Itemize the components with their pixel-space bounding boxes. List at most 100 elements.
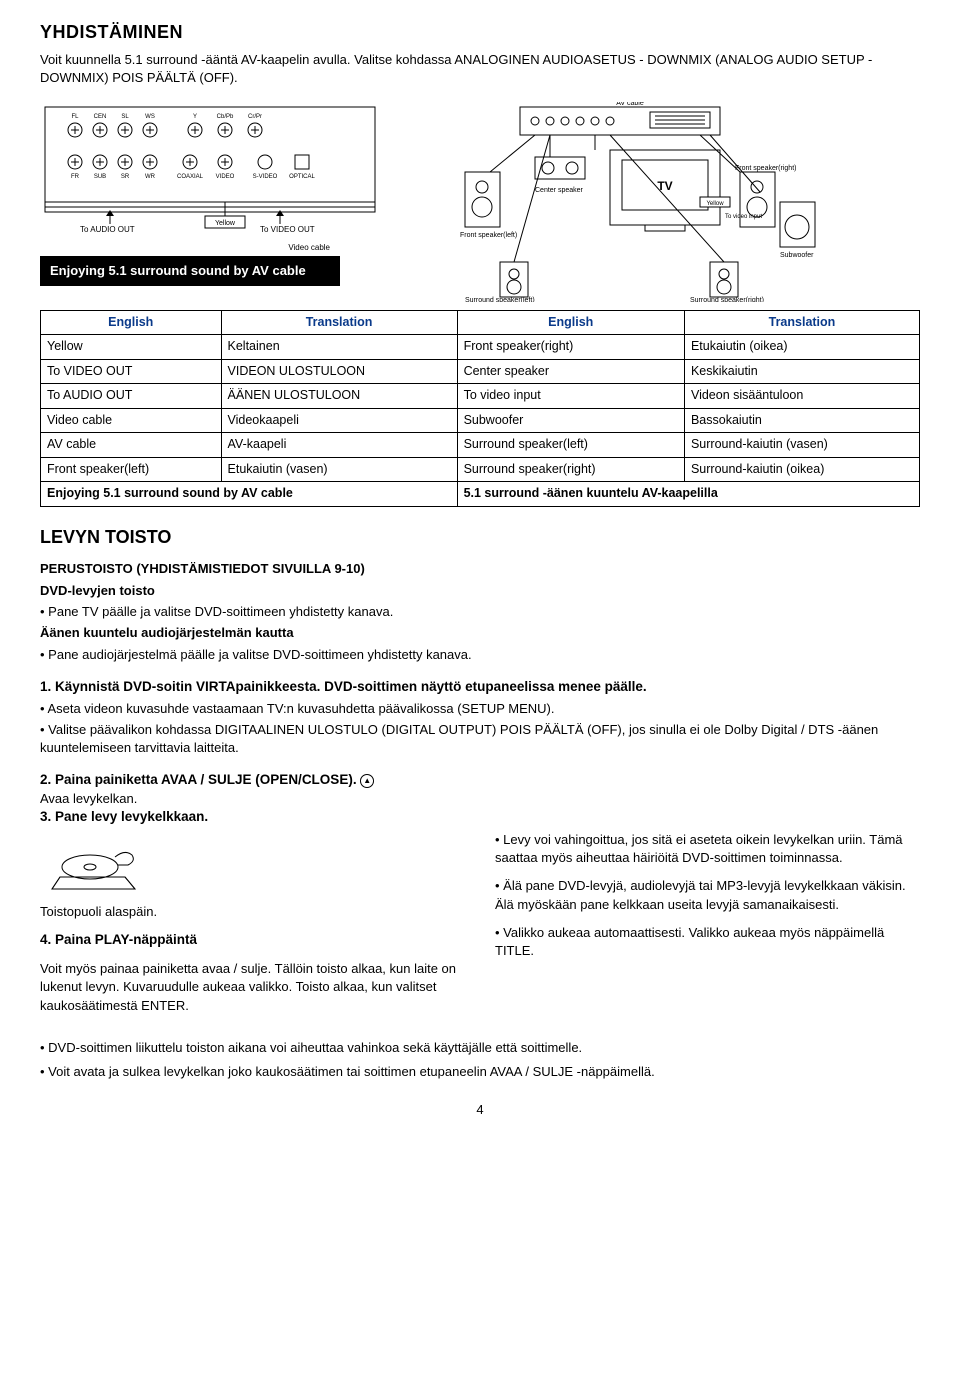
label-fr: FR bbox=[71, 174, 80, 180]
table-cell: To AUDIO OUT bbox=[41, 384, 222, 409]
eject-icon: ▲ bbox=[360, 774, 374, 788]
table-header-row: English Translation English Translation bbox=[41, 310, 920, 335]
table-cell: ÄÄNEN ULOSTULOON bbox=[221, 384, 457, 409]
table-cell: Videon sisääntuloon bbox=[684, 384, 919, 409]
label-sub: SUB bbox=[94, 174, 106, 180]
label-fl: FL bbox=[71, 114, 79, 120]
table-cell: Front speaker(right) bbox=[457, 335, 684, 360]
footer-note-2: • Voit avata ja sulkea levykelkan joko k… bbox=[40, 1063, 920, 1081]
intro-paragraph: Voit kuunnella 5.1 surround -ääntä AV-ka… bbox=[40, 51, 920, 87]
label-front-speaker-left: Front speaker(left) bbox=[460, 232, 517, 239]
label-video: VIDEO bbox=[216, 174, 235, 180]
step2-line: 2. Paina painiketta AVAA / SULJE (OPEN/C… bbox=[40, 771, 920, 790]
right-column: • Levy voi vahingoittua, jos sitä ei ase… bbox=[495, 831, 920, 1025]
step4-head: 4. Paina PLAY-näppäintä bbox=[40, 931, 465, 950]
table-cell: Video cable bbox=[41, 408, 222, 433]
table-cell: Front speaker(left) bbox=[41, 457, 222, 482]
toistopuoli-line: Toistopuoli alaspäin. bbox=[40, 903, 465, 921]
footer-note-1: • DVD-soittimen liikuttelu toiston aikan… bbox=[40, 1039, 920, 1057]
table-cell: Surround speaker(left) bbox=[457, 433, 684, 458]
table-cell: Etukaiutin (vasen) bbox=[221, 457, 457, 482]
step1-bullet2: • Valitse päävalikon kohdassa DIGITAALIN… bbox=[40, 721, 920, 757]
dvd-back-panel-svg: FL CEN SL WS Y Cb/Pb Cr/Pr bbox=[40, 102, 380, 252]
heading-levyn-toisto: LEVYN TOISTO bbox=[40, 525, 920, 550]
label-av-cable: AV cable bbox=[616, 102, 644, 107]
right-note-2: • Älä pane DVD-levyjä, audiolevyjä tai M… bbox=[495, 877, 920, 913]
label-yellow-right: Yellow bbox=[706, 201, 724, 207]
table-cell: Etukaiutin (oikea) bbox=[684, 335, 919, 360]
footer-right: 5.1 surround -äänen kuuntelu AV-kaapelil… bbox=[457, 482, 919, 507]
table-cell: Surround speaker(right) bbox=[457, 457, 684, 482]
label-subwoofer: Subwoofer bbox=[780, 252, 814, 259]
table-cell: To VIDEO OUT bbox=[41, 359, 222, 384]
label-wr: WR bbox=[145, 174, 156, 180]
label-sr: SR bbox=[121, 174, 130, 180]
step1-bullet1: • Aseta videon kuvasuhde vastaamaan TV:n… bbox=[40, 700, 920, 718]
table-cell: Surround-kaiutin (vasen) bbox=[684, 433, 919, 458]
label-video-cable: Video cable bbox=[288, 243, 330, 252]
table-cell: AV-kaapeli bbox=[221, 433, 457, 458]
label-center-speaker: Center speaker bbox=[535, 187, 584, 194]
disc-insert-icon bbox=[40, 837, 150, 897]
label-cr: Cr/Pr bbox=[248, 114, 262, 120]
th-english-2: English bbox=[457, 310, 684, 335]
table-cell: AV cable bbox=[41, 433, 222, 458]
table-cell: Subwoofer bbox=[457, 408, 684, 433]
dvd-toisto-line: • Pane TV päälle ja valitse DVD-soittime… bbox=[40, 603, 920, 621]
label-to-audio-out: To AUDIO OUT bbox=[80, 225, 135, 234]
label-cen: CEN bbox=[94, 114, 107, 120]
table-row: AV cableAV-kaapeliSurround speaker(left)… bbox=[41, 433, 920, 458]
table-cell: VIDEON ULOSTULOON bbox=[221, 359, 457, 384]
table-cell: Bassokaiutin bbox=[684, 408, 919, 433]
perustoisto-block: PERUSTOISTO (YHDISTÄMISTIEDOT SIVUILLA 9… bbox=[40, 560, 920, 664]
label-yellow: Yellow bbox=[215, 220, 236, 227]
translation-table: English Translation English Translation … bbox=[40, 310, 920, 507]
step4-body: Voit myös painaa painiketta avaa / sulje… bbox=[40, 960, 465, 1015]
page-number: 4 bbox=[40, 1101, 920, 1119]
step1-head: 1. Käynnistä DVD-soitin VIRTApainikkeest… bbox=[40, 678, 920, 697]
heading-yhdistaminen: YHDISTÄMINEN bbox=[40, 20, 920, 45]
footer-left: Enjoying 5.1 surround sound by AV cable bbox=[41, 482, 458, 507]
step1-block: 1. Käynnistä DVD-soitin VIRTApainikkeest… bbox=[40, 678, 920, 757]
step3-head: 3. Pane levy levykelkkaan. bbox=[40, 808, 920, 827]
label-to-video-out: To VIDEO OUT bbox=[260, 225, 315, 234]
table-cell: Yellow bbox=[41, 335, 222, 360]
label-optical: OPTICAL bbox=[289, 174, 315, 180]
left-column: Toistopuoli alaspäin. 4. Paina PLAY-näpp… bbox=[40, 831, 465, 1025]
table-row: YellowKeltainenFront speaker(right)Etuka… bbox=[41, 335, 920, 360]
label-ws: WS bbox=[145, 114, 155, 120]
th-english-1: English bbox=[41, 310, 222, 335]
label-coax: COAXIAL bbox=[177, 174, 204, 180]
label-cb: Cb/Pb bbox=[217, 114, 234, 120]
table-cell: Center speaker bbox=[457, 359, 684, 384]
label-front-speaker-right: Front speaker(right) bbox=[735, 165, 796, 172]
table-cell: Videokaapeli bbox=[221, 408, 457, 433]
label-surround-right: Surround speaker(right) bbox=[690, 297, 764, 302]
label-sl: SL bbox=[121, 114, 129, 120]
diagram-right-panel: AV cable Front speaker(left) Center spea… bbox=[400, 102, 820, 302]
label-surround-left: Surround speaker(left) bbox=[465, 297, 535, 302]
th-translation-1: Translation bbox=[221, 310, 457, 335]
table-row: To AUDIO OUTÄÄNEN ULOSTULOONTo video inp… bbox=[41, 384, 920, 409]
step2-body: Avaa levykelkan. bbox=[40, 790, 920, 808]
footer-notes: • DVD-soittimen liikuttelu toiston aikan… bbox=[40, 1039, 920, 1081]
table-row: To VIDEO OUTVIDEON ULOSTULOONCenter spea… bbox=[41, 359, 920, 384]
aanen-head: Äänen kuuntelu audiojärjestelmän kautta bbox=[40, 624, 920, 642]
right-note-1: • Levy voi vahingoittua, jos sitä ei ase… bbox=[495, 831, 920, 867]
step2-head: 2. Paina painiketta AVAA / SULJE (OPEN/C… bbox=[40, 772, 357, 787]
table-cell: Keskikaiutin bbox=[684, 359, 919, 384]
label-y: Y bbox=[193, 114, 197, 120]
table-row: Front speaker(left)Etukaiutin (vasen)Sur… bbox=[41, 457, 920, 482]
table-footer-row: Enjoying 5.1 surround sound by AV cable … bbox=[41, 482, 920, 507]
perustoisto-head: PERUSTOISTO (YHDISTÄMISTIEDOT SIVUILLA 9… bbox=[40, 560, 920, 578]
table-row: Video cableVideokaapeliSubwooferBassokai… bbox=[41, 408, 920, 433]
diagram-left-panel: FL CEN SL WS Y Cb/Pb Cr/Pr bbox=[40, 102, 380, 286]
aanen-line: • Pane audiojärjestelmä päälle ja valits… bbox=[40, 646, 920, 664]
enjoy-surround-band: Enjoying 5.1 surround sound by AV cable bbox=[40, 256, 340, 286]
table-cell: To video input bbox=[457, 384, 684, 409]
connection-diagram: FL CEN SL WS Y Cb/Pb Cr/Pr bbox=[40, 102, 920, 302]
label-svideo: S-VIDEO bbox=[253, 174, 278, 180]
table-cell: Surround-kaiutin (oikea) bbox=[684, 457, 919, 482]
dvd-toisto-head: DVD-levyjen toisto bbox=[40, 582, 920, 600]
speaker-layout-svg: AV cable Front speaker(left) Center spea… bbox=[400, 102, 820, 302]
